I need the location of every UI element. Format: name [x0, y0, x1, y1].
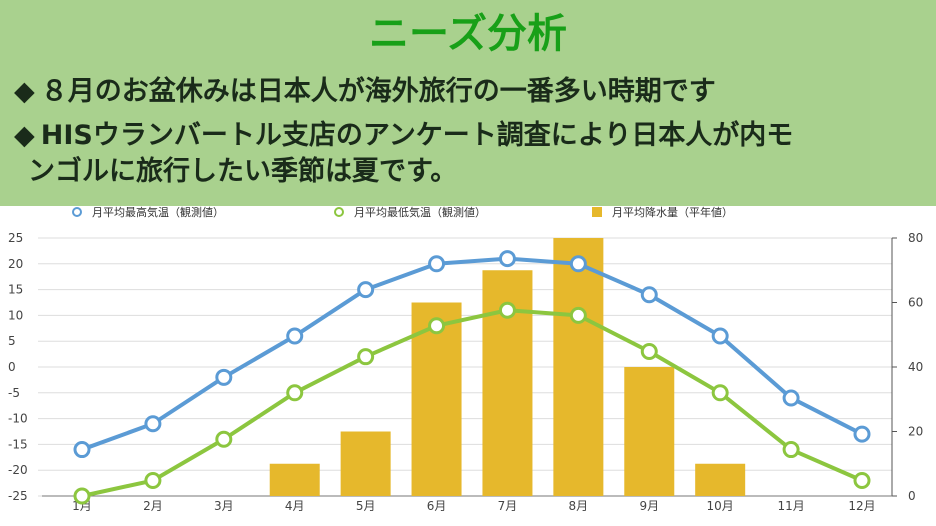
y-left-tick-label: 25	[8, 231, 23, 245]
legend-label: 月平均最高気温（観測値）	[92, 206, 224, 219]
high-temp-point	[428, 255, 446, 273]
high-temp-point	[357, 281, 375, 299]
x-tick-label: 12月	[848, 499, 875, 513]
x-tick-label: 5月	[356, 499, 376, 513]
high-temp-point	[711, 327, 729, 345]
bullet-marker: ◆	[14, 76, 35, 107]
high-temp-point	[853, 425, 871, 443]
high-temp-point	[215, 368, 233, 386]
low-temp-point	[428, 317, 446, 335]
x-tick-label: 4月	[285, 499, 305, 513]
y-left-tick-label: 5	[8, 334, 16, 348]
x-tick-label: 11月	[777, 499, 804, 513]
high-temp-point	[144, 415, 162, 433]
y-left-tick-label: -20	[8, 463, 28, 477]
x-tick-label: 7月	[498, 499, 518, 513]
low-temp-point	[782, 441, 800, 459]
y-left-tick-label: 20	[8, 257, 23, 271]
low-temp-line	[81, 308, 863, 498]
high-temp-point	[782, 389, 800, 407]
precip-bar	[269, 463, 320, 496]
x-tick-label: 2月	[143, 499, 163, 513]
y-left-tick-label: -5	[8, 386, 20, 400]
precip-bar	[553, 238, 604, 496]
x-tick-label: 6月	[427, 499, 447, 513]
low-temp-point	[144, 472, 162, 490]
legend-swatch-precip	[592, 207, 602, 217]
header-panel: ニーズ分析 ◆ ８月のお盆休みは日本人が海外旅行の一番多い時期です ◆ HISウラン…	[0, 0, 936, 206]
high-temp-line	[81, 256, 863, 452]
bullet-2-text: HISウランバートル支店のアンケート調査により日本人が内モ	[40, 120, 794, 151]
x-tick-label: 10月	[707, 499, 734, 513]
y-left-tick-label: -25	[8, 489, 28, 503]
legend-swatch-low	[334, 207, 344, 217]
bullet-1-text: ８月のお盆休みは日本人が海外旅行の一番多い時期です	[40, 76, 716, 107]
high-temp-point	[73, 441, 91, 459]
x-tick-label: 3月	[214, 499, 234, 513]
low-temp-point	[711, 384, 729, 402]
legend-label: 月平均降水量（平年値）	[612, 206, 733, 219]
y-left-tick-label: -15	[8, 437, 28, 451]
bullet-2: ◆ HISウランバートル支店のアンケート調査により日本人が内モ	[14, 118, 793, 154]
legend-swatch-high	[72, 207, 82, 217]
y-right-tick-label: 40	[908, 360, 923, 374]
bullet-marker: ◆	[14, 120, 35, 151]
bullet-1: ◆ ８月のお盆休みは日本人が海外旅行の一番多い時期です	[14, 74, 716, 110]
y-left-tick-label: 10	[8, 308, 23, 322]
y-right-tick-label: 0	[908, 489, 916, 503]
bullet-2-continuation: ンゴルに旅行したい季節は夏です。	[28, 156, 458, 187]
slide-title: ニーズ分析	[369, 11, 567, 57]
low-temp-point	[498, 301, 516, 319]
x-tick-label: 8月	[569, 499, 589, 513]
y-left-tick-label: 15	[8, 283, 23, 297]
high-temp-point	[498, 250, 516, 268]
low-temp-point	[853, 472, 871, 490]
precip-bar	[695, 463, 746, 496]
y-right-tick-label: 20	[908, 425, 923, 439]
low-temp-point	[569, 306, 587, 324]
y-left-tick-label: 0	[8, 360, 16, 374]
precip-bar	[624, 367, 675, 496]
low-temp-point	[215, 430, 233, 448]
y-right-tick-label: 80	[908, 231, 923, 245]
high-temp-point	[569, 255, 587, 273]
low-temp-point	[286, 384, 304, 402]
y-left-tick-label: -10	[8, 412, 28, 426]
y-right-tick-label: 60	[908, 296, 923, 310]
legend-label: 月平均最低気温（観測値）	[354, 206, 486, 219]
x-tick-label: 9月	[639, 499, 659, 513]
high-temp-point	[286, 327, 304, 345]
low-temp-point	[640, 343, 658, 361]
climate-chart: 25 20 15 10 5 0 -5 -10 -15 -20 -25 80 60 40 20 0 1月 2月 3月 4…	[0, 206, 936, 526]
low-temp-point	[357, 348, 375, 366]
precip-bar	[340, 431, 391, 496]
low-temp-point	[73, 487, 91, 505]
high-temp-point	[640, 286, 658, 304]
